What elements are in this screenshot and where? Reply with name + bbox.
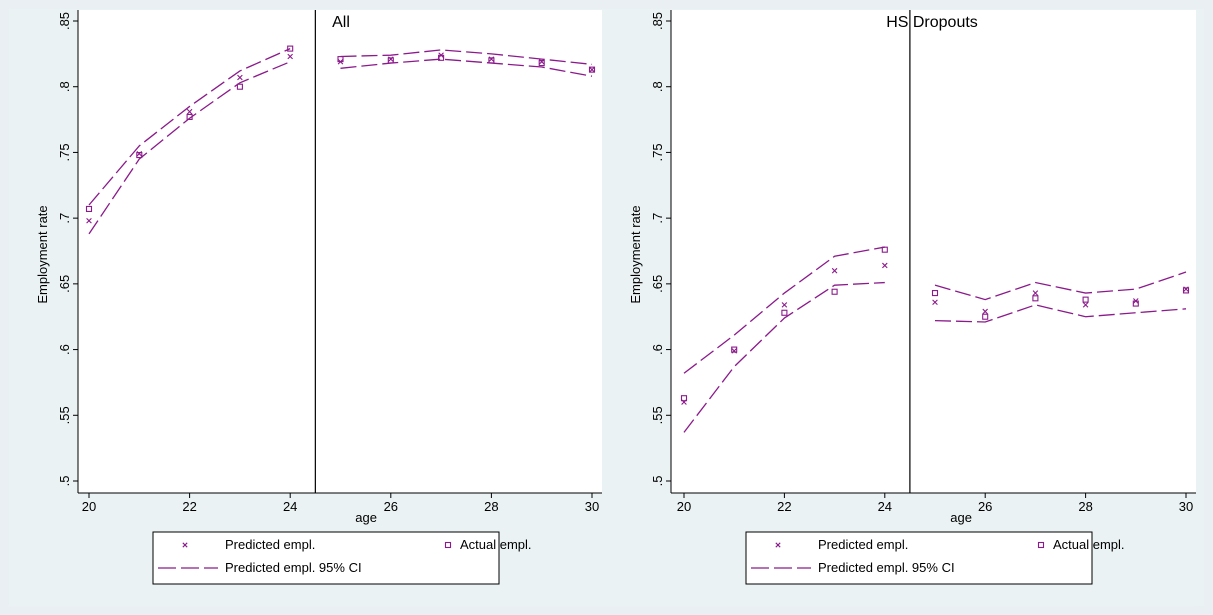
legend-ci-label: Predicted empl. 95% CI <box>818 560 955 575</box>
predicted-point <box>237 74 243 81</box>
x-tick-label: 28 <box>484 499 498 514</box>
actual-point <box>1082 296 1089 303</box>
y-tick-label: .65 <box>57 275 72 293</box>
actual-point <box>287 45 294 52</box>
predicted-point <box>86 217 92 224</box>
legend-actual-label: Actual empl. <box>460 537 532 552</box>
ci-lower-line <box>88 58 593 235</box>
actual-point <box>1132 300 1139 307</box>
y-tick-label: .85 <box>57 12 72 30</box>
legend-box <box>152 531 500 585</box>
x-tick-label: 22 <box>182 499 196 514</box>
y-axis-label: Employment rate <box>628 205 643 303</box>
x-tick-label: 30 <box>585 499 599 514</box>
actual-point <box>438 54 445 61</box>
legend-predicted-marker <box>775 542 781 548</box>
actual-point <box>982 313 989 320</box>
predicted-point <box>186 108 193 115</box>
predicted-point <box>982 308 988 315</box>
ci-upper-line <box>88 48 593 206</box>
y-tick-label: .85 <box>650 12 665 30</box>
y-tick-label: .7 <box>57 213 72 224</box>
actual-point <box>387 57 394 64</box>
y-tick-label: .5 <box>650 476 665 487</box>
actual-point <box>186 113 193 120</box>
y-tick-label: .5 <box>57 476 72 487</box>
actual-point <box>831 288 838 295</box>
actual-point <box>488 57 495 64</box>
ci-upper-line <box>683 246 1187 374</box>
legend: Predicted empl. Actual empl. Predicted emp… <box>152 531 532 585</box>
chart-title: HS Dropouts <box>886 14 978 31</box>
x-axis-label: age <box>355 510 377 525</box>
predicted-point <box>1082 302 1089 308</box>
x-tick-label: 22 <box>777 499 791 514</box>
x-tick-label: 20 <box>82 499 96 514</box>
predicted-point <box>882 262 888 269</box>
legend: Predicted empl. Actual empl. Predicted emp… <box>745 531 1125 585</box>
actual-point <box>1032 295 1039 302</box>
actual-point <box>881 246 888 253</box>
x-tick-label: 20 <box>677 499 691 514</box>
x-tick-label: 30 <box>1179 499 1193 514</box>
actual-point <box>538 60 545 67</box>
actual-point <box>731 346 738 353</box>
actual-point <box>85 205 93 212</box>
y-tick-label: .55 <box>650 406 665 424</box>
x-tick-label: 24 <box>878 499 892 514</box>
ci-lower-line <box>683 281 1187 433</box>
x-tick-label: 24 <box>283 499 297 514</box>
legend-predicted-label: Predicted empl. <box>225 537 315 552</box>
predicted-point <box>781 302 788 308</box>
actual-point <box>136 152 143 159</box>
y-tick-label: .75 <box>57 143 72 161</box>
predicted-point <box>287 53 293 60</box>
actual-point <box>931 290 939 297</box>
y-axis-label: Employment rate <box>35 205 50 303</box>
legend-box <box>745 531 1093 585</box>
actual-point <box>588 66 596 73</box>
actual-point <box>236 83 243 90</box>
legend-predicted-label: Predicted empl. <box>818 537 908 552</box>
chart-title: All <box>332 14 350 31</box>
y-tick-label: .75 <box>650 143 665 161</box>
plot-area <box>78 10 602 493</box>
panel-1: HS Dropouts .5 .55 .6 .65 .7 .75 .8 .85 20 22 24 26 2… <box>602 9 1196 607</box>
legend-ci-label: Predicted empl. 95% CI <box>225 560 362 575</box>
y-tick-label: .8 <box>650 81 665 92</box>
legend-predicted-marker <box>182 542 188 548</box>
y-tick-label: .6 <box>650 344 665 355</box>
y-tick-label: .65 <box>650 275 665 293</box>
actual-point <box>781 309 788 316</box>
predicted-point <box>1032 290 1039 296</box>
actual-point <box>1182 287 1190 294</box>
predicted-point <box>932 299 938 306</box>
y-tick-label: .7 <box>650 213 665 224</box>
actual-point <box>337 56 344 63</box>
legend-actual-label: Actual empl. <box>1053 537 1125 552</box>
panel-0: All .5 .55 .6 .65 .7 .75 .8 .85 20 22 24 26 28 30 Emplo… <box>9 9 603 607</box>
y-tick-label: .6 <box>57 344 72 355</box>
legend-actual-marker <box>1037 541 1045 549</box>
x-tick-label: 28 <box>1078 499 1092 514</box>
legend-actual-marker <box>444 541 452 549</box>
x-tick-label: 26 <box>384 499 398 514</box>
y-tick-label: .8 <box>57 81 72 92</box>
actual-point <box>680 395 688 402</box>
predicted-point <box>589 66 595 73</box>
x-tick-label: 26 <box>978 499 992 514</box>
x-axis-label: age <box>950 510 972 525</box>
plot-area <box>671 10 1196 493</box>
predicted-point <box>831 267 838 274</box>
y-tick-label: .55 <box>57 406 72 424</box>
